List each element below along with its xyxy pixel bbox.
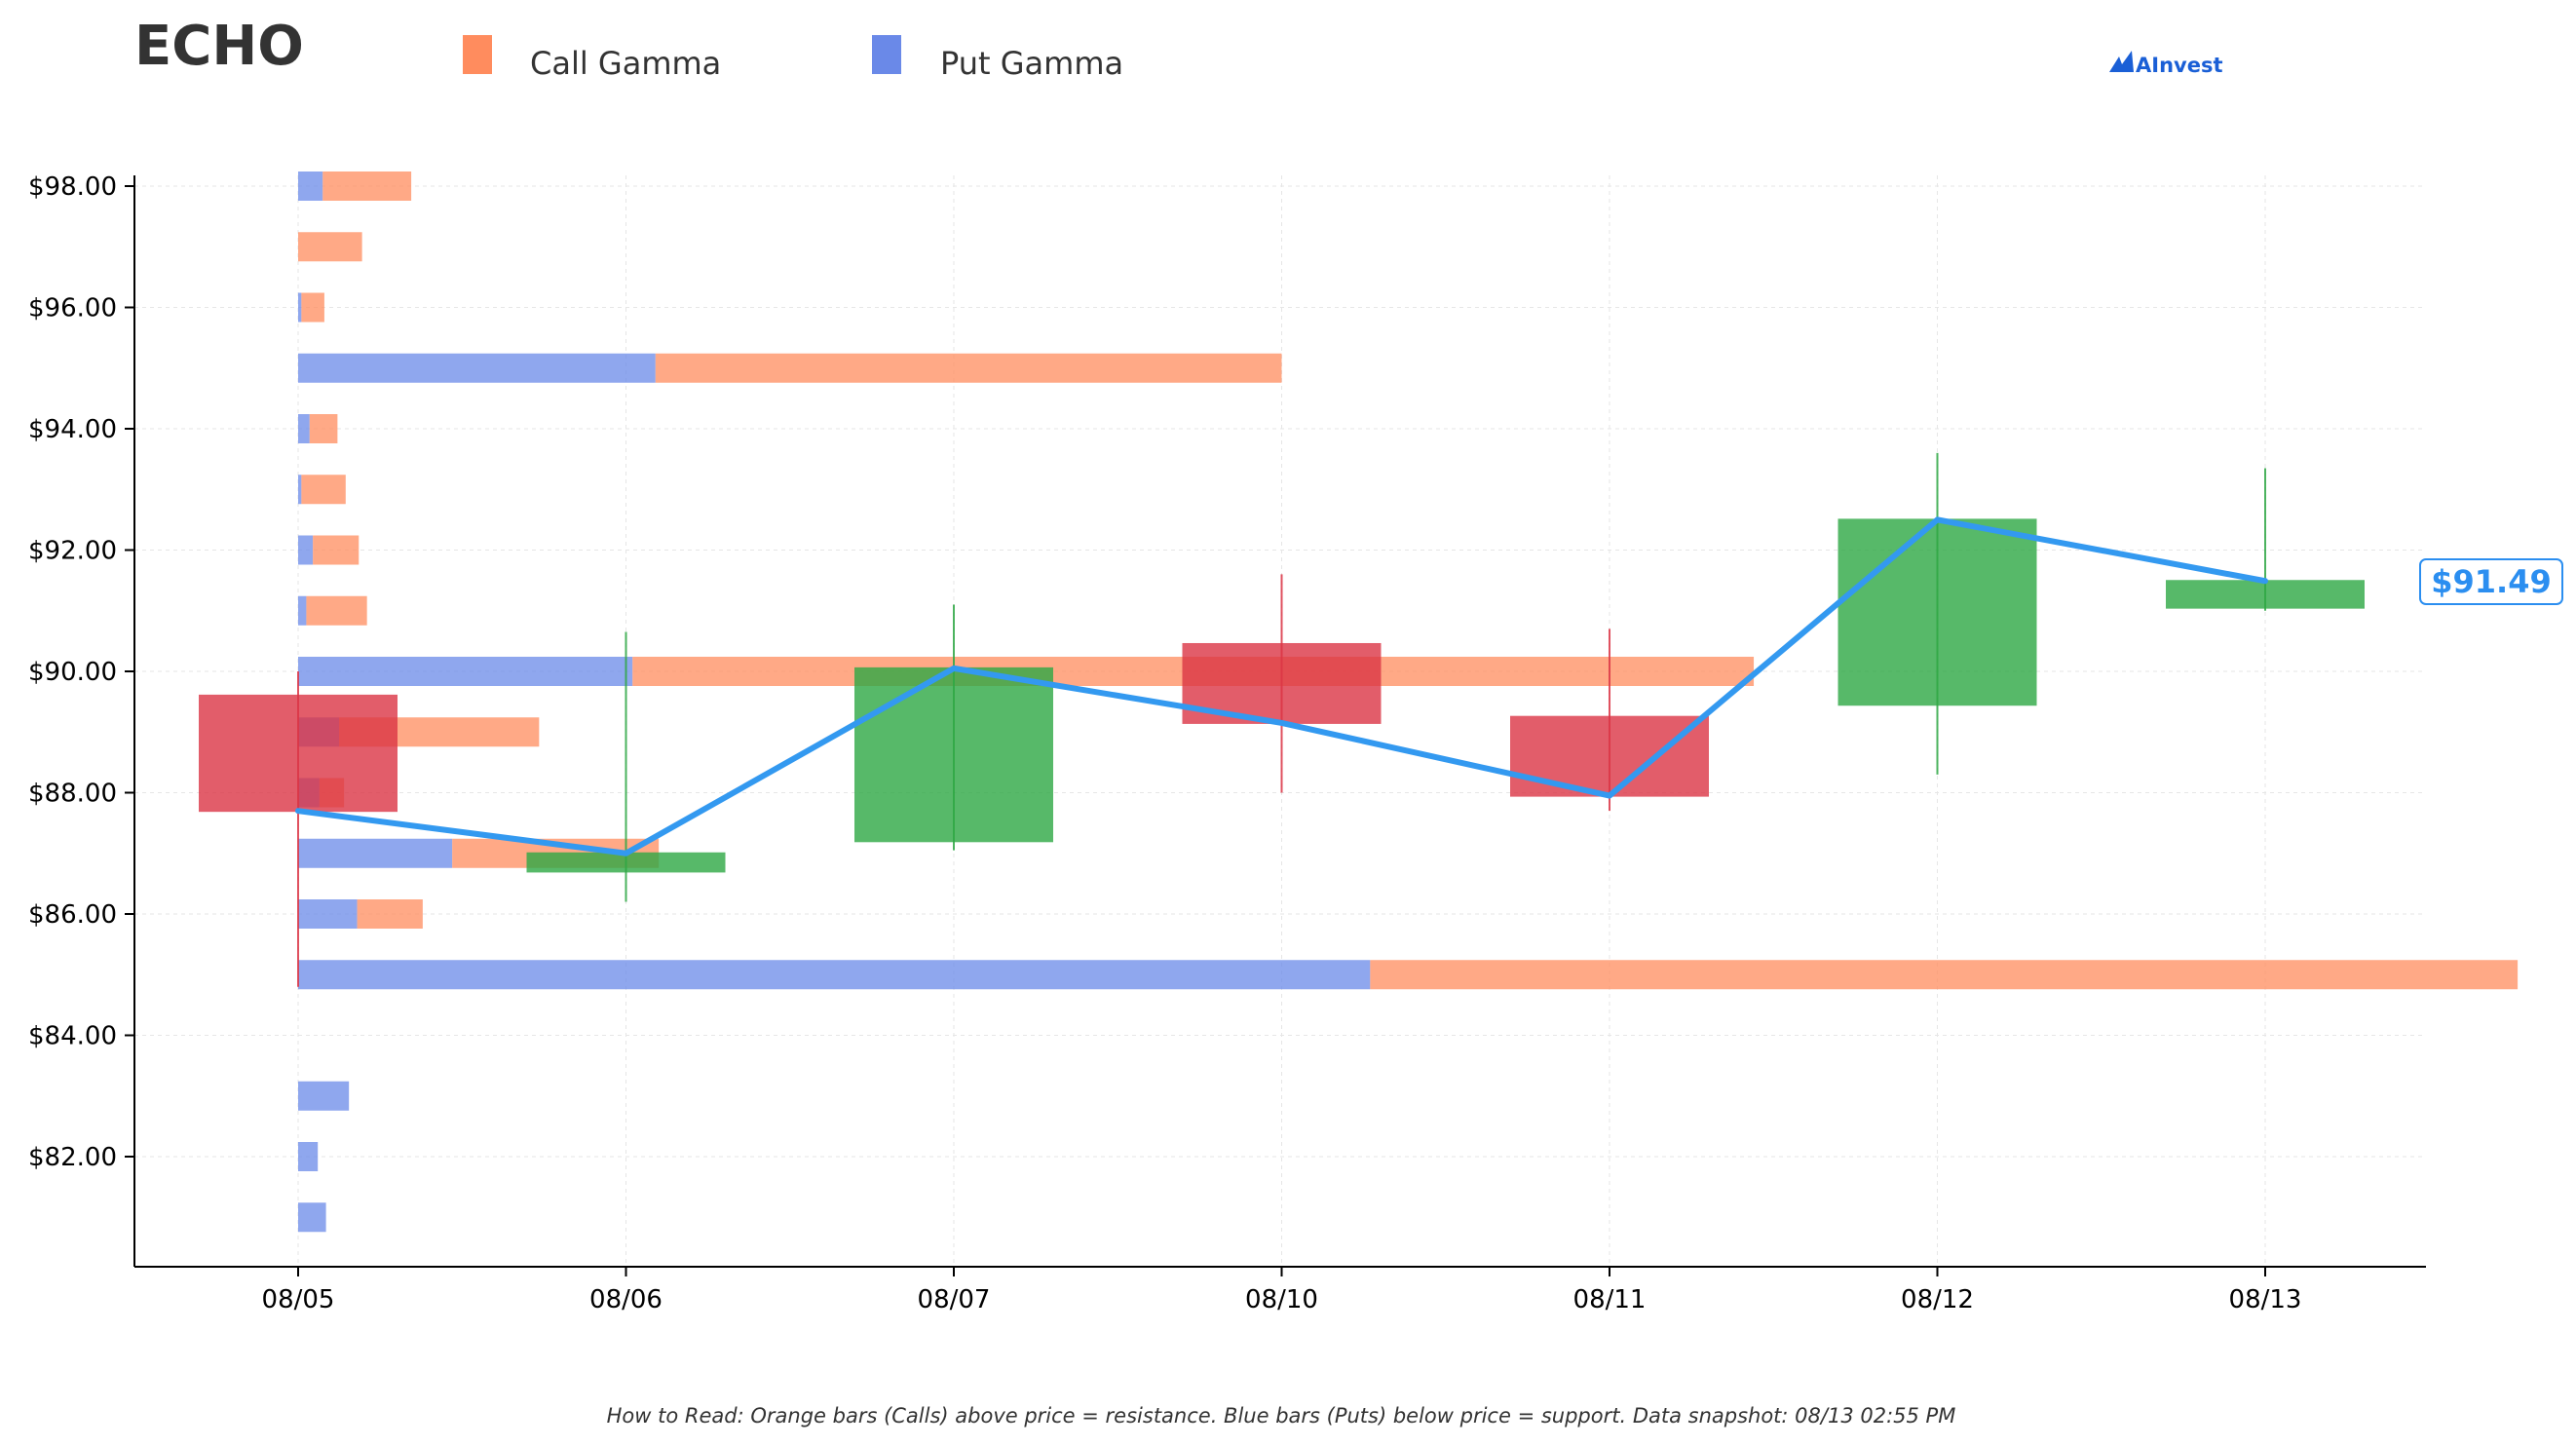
put-gamma-bar: [298, 475, 302, 505]
y-tick-label: $98.00: [28, 172, 117, 202]
call-gamma-bar: [1370, 960, 2519, 990]
y-tick-label: $94.00: [28, 415, 117, 444]
put-gamma-bar: [298, 1142, 319, 1171]
x-tick-label: 08/12: [1901, 1285, 1974, 1314]
legend-label-call: Call Gamma: [530, 45, 721, 82]
candle-body: [1510, 715, 1709, 797]
put-gamma-bar: [298, 595, 307, 626]
put-gamma-bar: [298, 292, 302, 323]
logo-icon: [2109, 51, 2134, 72]
legend: Call Gamma Put Gamma: [463, 35, 1123, 82]
candle-body: [854, 666, 1053, 843]
put-gamma-bar: [298, 657, 633, 686]
axes-layer: $82.00 $84.00 $86.00 $88.00 $90.00 $92.00 $94.…: [28, 172, 2426, 1314]
chart-title: ECHO: [134, 15, 304, 78]
gamma-bars-layer: [298, 171, 2519, 1233]
current-price-label: $91.49: [2431, 563, 2551, 600]
call-gamma-bar: [313, 535, 360, 565]
put-gamma-bar: [298, 1081, 350, 1111]
call-gamma-bar: [306, 595, 367, 626]
close-price-line: [295, 516, 2268, 857]
put-gamma-bar: [298, 899, 358, 929]
x-tick-label: 08/13: [2229, 1285, 2302, 1314]
put-gamma-bar: [298, 171, 323, 201]
legend-swatch-call: [463, 35, 492, 74]
footnote: How to Read: Orange bars (Calls) above p…: [607, 1404, 1956, 1428]
candle-body: [1837, 518, 2037, 706]
call-gamma-bar: [301, 292, 324, 323]
y-tick-label: $92.00: [28, 537, 117, 566]
x-tick-label: 08/11: [1573, 1285, 1647, 1314]
call-gamma-bar: [655, 353, 1282, 383]
put-gamma-bar: [298, 838, 453, 868]
current-price-box: [2419, 558, 2563, 605]
y-tick-label: $96.00: [28, 294, 117, 324]
y-tick-label: $82.00: [28, 1143, 117, 1172]
logo-text: AInvest: [2136, 54, 2223, 77]
candle-body: [2166, 580, 2365, 609]
y-tick-label: $84.00: [28, 1022, 117, 1051]
x-tick-label: 08/06: [589, 1285, 663, 1314]
logo: AInvest: [2109, 51, 2223, 77]
put-gamma-bar: [298, 535, 314, 565]
put-gamma-bar: [298, 353, 656, 383]
y-tick-label: $90.00: [28, 658, 117, 687]
put-gamma-bar: [298, 960, 1371, 990]
current-price-badge: $91.49: [2419, 558, 2563, 605]
legend-swatch-put: [872, 35, 901, 74]
call-gamma-bar: [301, 475, 346, 505]
close-line-layer: [295, 516, 2268, 857]
y-tick-label: $86.00: [28, 900, 117, 930]
call-gamma-bar: [322, 171, 412, 201]
call-gamma-bar: [357, 899, 423, 929]
y-tick-label: $88.00: [28, 780, 117, 809]
x-tick-label: 08/05: [262, 1285, 335, 1314]
call-gamma-bar: [309, 414, 338, 443]
x-tick-label: 08/10: [1245, 1285, 1318, 1314]
call-gamma-bar: [298, 232, 362, 262]
x-tick-label: 08/07: [918, 1285, 991, 1314]
put-gamma-bar: [298, 1202, 326, 1233]
put-gamma-bar: [298, 414, 310, 443]
legend-label-put: Put Gamma: [940, 45, 1123, 82]
candle-body: [199, 694, 398, 813]
